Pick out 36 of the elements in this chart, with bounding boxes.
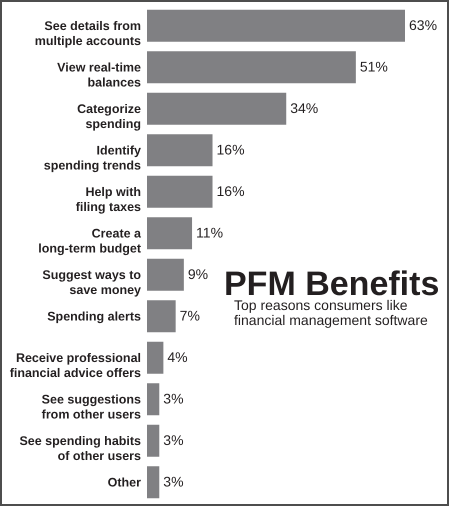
bar [147, 466, 160, 498]
data-label: 3% [163, 473, 184, 490]
bar [147, 424, 160, 457]
y-tick-label: Receive professional financial advice offers [10, 350, 142, 380]
y-tick-label: Categorize spending [77, 102, 142, 131]
data-label: 3% [163, 390, 184, 406]
data-label: 16% [216, 182, 245, 199]
y-tick-label: Help with filing taxes [76, 184, 142, 214]
bar [147, 342, 164, 374]
bar [147, 300, 176, 332]
bar [147, 134, 213, 166]
data-label: 4% [167, 348, 188, 365]
bar [147, 258, 184, 291]
y-tick-label: View real-time balances [57, 60, 142, 90]
y-tick-label: See suggestions from other users [42, 392, 142, 422]
y-tick-label: Suggest ways to save money [42, 268, 142, 297]
bar [147, 176, 213, 208]
data-label: 16% [216, 141, 245, 158]
y-tick-label: See details from multiple accounts [34, 18, 142, 48]
y-tick-label: Spending alerts [47, 309, 142, 324]
y-tick-label: See spending habits of other users [19, 434, 142, 463]
data-label: 51% [360, 58, 388, 74]
bar [147, 217, 192, 250]
data-label: 9% [188, 266, 208, 282]
y-tick-label: Create a long-term budget [38, 226, 142, 256]
bar [147, 51, 356, 84]
y-tick-label: Other [108, 475, 142, 490]
data-label: 11% [196, 224, 224, 240]
data-label: 3% [163, 432, 184, 448]
bar [147, 10, 405, 42]
data-label: 7% [180, 307, 200, 324]
bar [147, 92, 286, 125]
y-tick-label: Identify spending trends [44, 143, 142, 172]
bar [147, 383, 160, 416]
data-label: 63% [409, 16, 438, 33]
data-label: 34% [290, 100, 318, 116]
